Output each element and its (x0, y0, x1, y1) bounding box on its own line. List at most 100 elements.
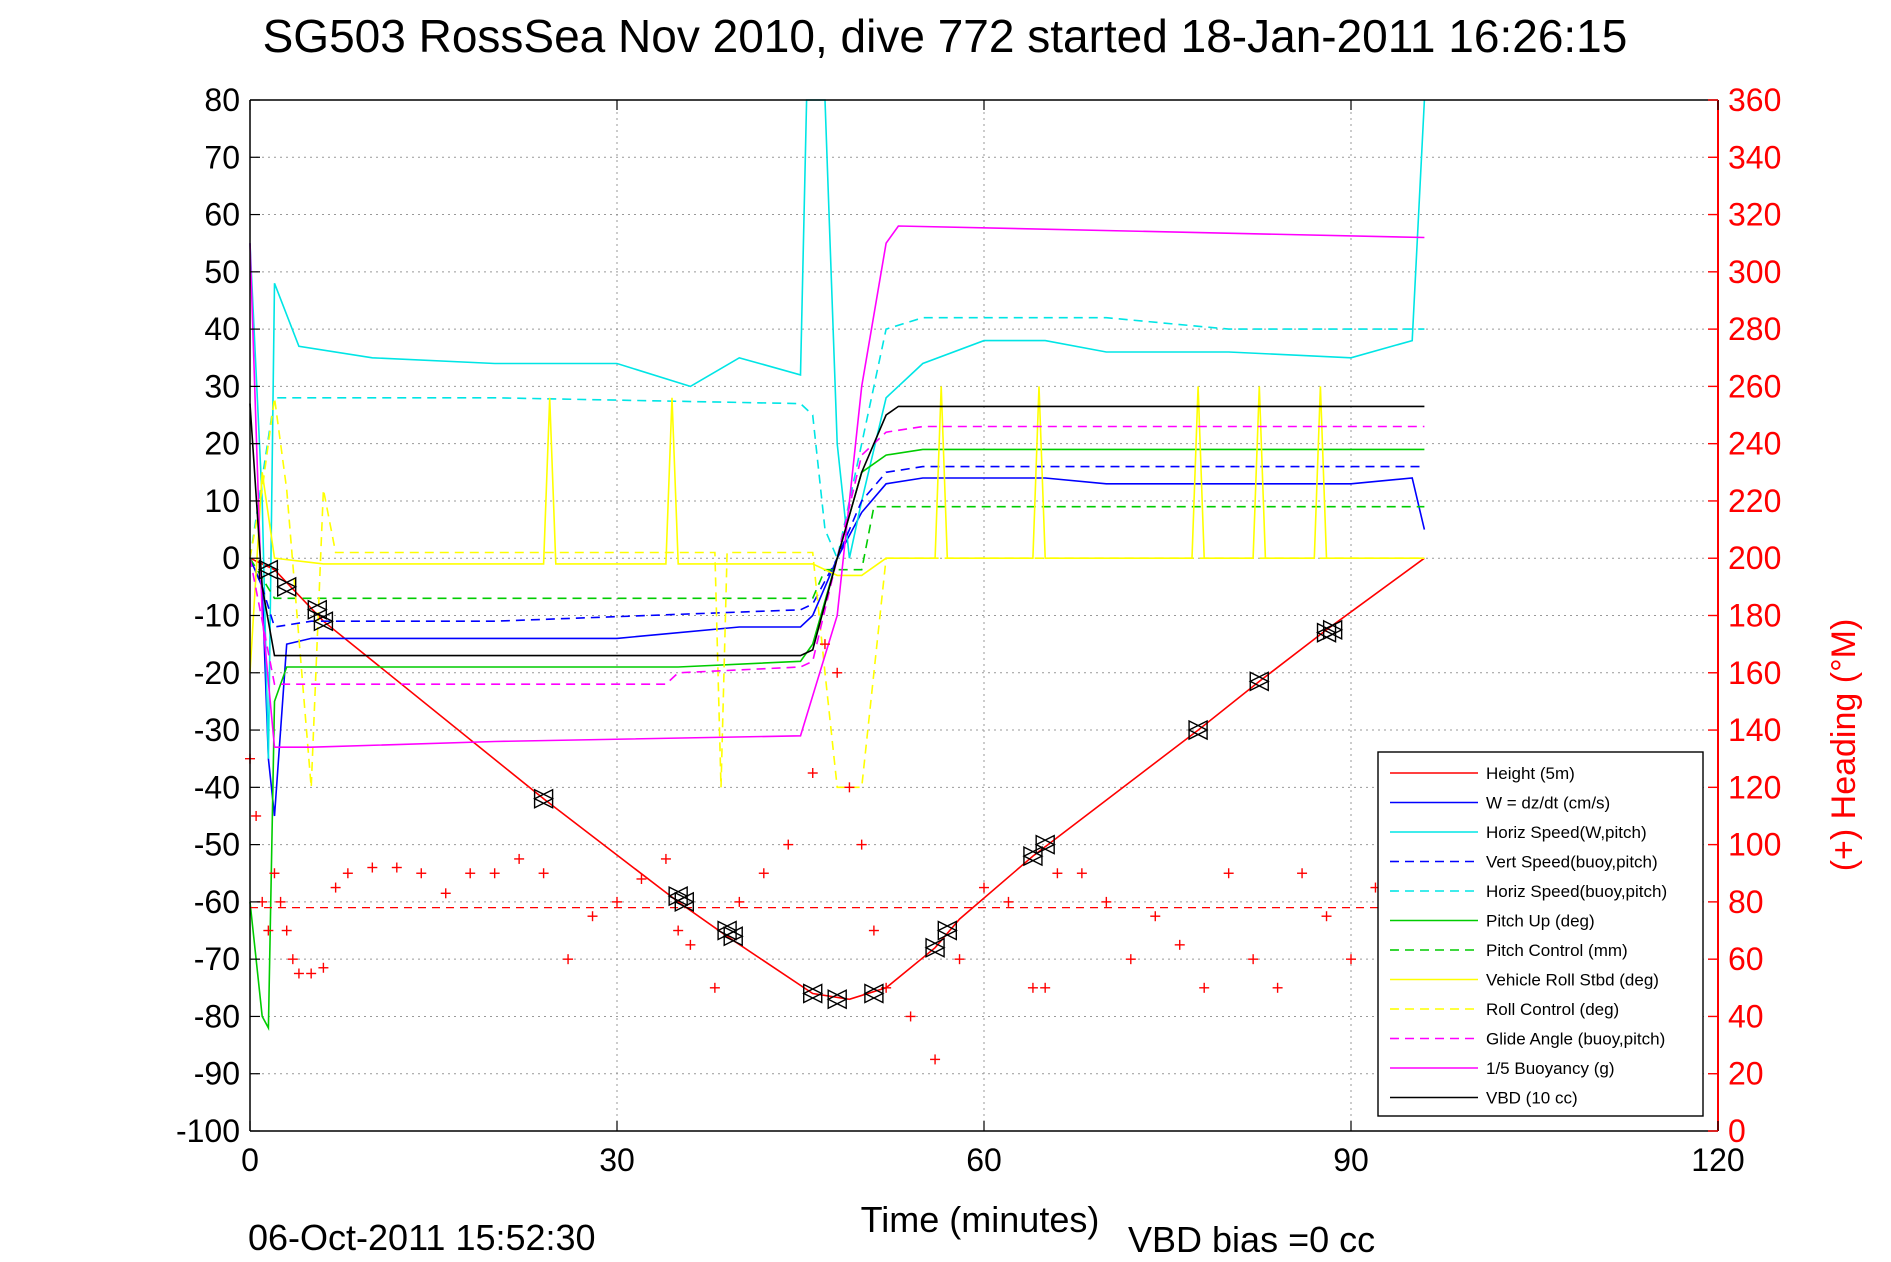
legend-label-6: Pitch Control (mm) (1486, 941, 1628, 960)
y-tick-label: -20 (194, 655, 240, 691)
heading-point (281, 925, 292, 936)
y-right-tick-label: 100 (1728, 827, 1781, 863)
height-marker (936, 920, 958, 941)
heading-point (269, 868, 280, 879)
heading-point (1272, 982, 1283, 993)
heading-point (1346, 954, 1356, 965)
heading-point (391, 862, 402, 873)
series-line-10 (249, 225, 1425, 748)
y-right-tick-label: 300 (1728, 254, 1781, 290)
heading-point (1199, 982, 1210, 993)
heading-point (807, 768, 818, 779)
height-marker (826, 989, 848, 1010)
legend-label-11: VBD (10 cc) (1486, 1089, 1578, 1108)
height-marker (722, 926, 744, 947)
heading-point (612, 896, 622, 907)
heading-point (1040, 982, 1051, 993)
heading-point (905, 1011, 916, 1022)
height-marker (924, 937, 946, 958)
chart-title: SG503 RossSea Nov 2010, dive 772 started… (263, 10, 1628, 62)
heading-point (868, 925, 879, 936)
height-marker (533, 788, 555, 809)
height-marker (1022, 845, 1044, 867)
heading-point (342, 868, 353, 879)
heading-point (293, 968, 304, 979)
heading-point (563, 954, 574, 965)
x-axis-label: Time (minutes) (861, 1199, 1100, 1240)
y-tick-label: -70 (194, 941, 240, 977)
heading-point (758, 868, 769, 879)
legend: Height (5m) W = dz/dt (cm/s) Horiz Speed(W… (1377, 751, 1704, 1117)
y-tick-label: 50 (204, 254, 240, 290)
y-tick-label: -80 (194, 998, 240, 1034)
y-right-tick-label: 20 (1728, 1056, 1764, 1092)
heading-point (1248, 954, 1259, 965)
legend-label-5: Pitch Up (deg) (1486, 912, 1595, 931)
heading-point (709, 982, 720, 993)
heading-point (1125, 954, 1136, 965)
heading-point (1003, 896, 1014, 907)
heading-point (330, 882, 341, 893)
series-line-9 (249, 425, 1425, 685)
y-tick-label: 70 (204, 139, 240, 175)
heading-point (819, 639, 830, 650)
y-tick-label: 10 (204, 483, 240, 519)
heading-point (1223, 868, 1234, 879)
heading-point (318, 962, 329, 973)
heading-point (734, 896, 745, 907)
heading-point (367, 862, 378, 873)
heading-point (1027, 982, 1038, 993)
legend-label-2: Horiz Speed(W,pitch) (1486, 823, 1647, 842)
series-line-3 (249, 465, 1425, 628)
y-right-tick-label: 180 (1728, 598, 1781, 634)
heading-point (1174, 939, 1185, 950)
height-marker (1322, 619, 1344, 640)
x-tick-label: 90 (1333, 1142, 1369, 1178)
legend-label-3: Vert Speed(buoy,pitch) (1486, 853, 1658, 872)
vbd-bias-note: VBD bias =0 cc (1128, 1219, 1375, 1260)
heading-point (306, 968, 317, 979)
y-right-tick-label: 360 (1728, 82, 1781, 118)
heading-point (465, 868, 476, 879)
legend-label-10: 1/5 Buoyancy (g) (1486, 1059, 1615, 1078)
y-right-tick-label: 160 (1728, 655, 1781, 691)
heading-point (489, 868, 500, 879)
y-tick-label: -10 (194, 598, 240, 634)
y-tick-label: -30 (194, 712, 240, 748)
y-tick-label: 40 (204, 311, 240, 347)
heading-point (251, 810, 262, 821)
height-marker (312, 611, 334, 632)
heading-point (844, 782, 855, 793)
heading-point (673, 925, 684, 936)
legend-label-8: Roll Control (deg) (1486, 1000, 1619, 1019)
heading-point (685, 939, 696, 950)
heading-point (1076, 868, 1087, 879)
legend-label-9: Glide Angle (buoy,pitch) (1486, 1030, 1665, 1049)
series-line-11 (249, 403, 1425, 657)
heading-point (660, 853, 671, 864)
heading-point (832, 667, 843, 678)
y-tick-label: -100 (176, 1113, 240, 1149)
heading-point (538, 868, 549, 879)
series-line-5 (249, 448, 1425, 1031)
y-tick-label: 60 (204, 197, 240, 233)
legend-label-0: Height (5m) (1486, 764, 1575, 783)
heading-point (514, 853, 525, 864)
series-layer (249, 99, 1426, 1031)
height-marker (802, 983, 824, 1004)
series-line-4 (249, 316, 1425, 561)
height-marker (863, 983, 885, 1004)
legend-label-7: Vehicle Roll Stbd (deg) (1486, 971, 1659, 990)
height-markers (257, 559, 1344, 1010)
y-right-tick-label: 200 (1728, 540, 1781, 576)
heading-point (1321, 911, 1332, 922)
y-right-tick-label: 260 (1728, 368, 1781, 404)
y-right-tick-label: 320 (1728, 197, 1781, 233)
heading-point (856, 839, 867, 850)
heading-point (636, 873, 647, 884)
heading-point (287, 954, 298, 965)
heading-point (954, 954, 965, 965)
heading-point (1297, 868, 1308, 879)
y-tick-label: -90 (194, 1056, 240, 1092)
